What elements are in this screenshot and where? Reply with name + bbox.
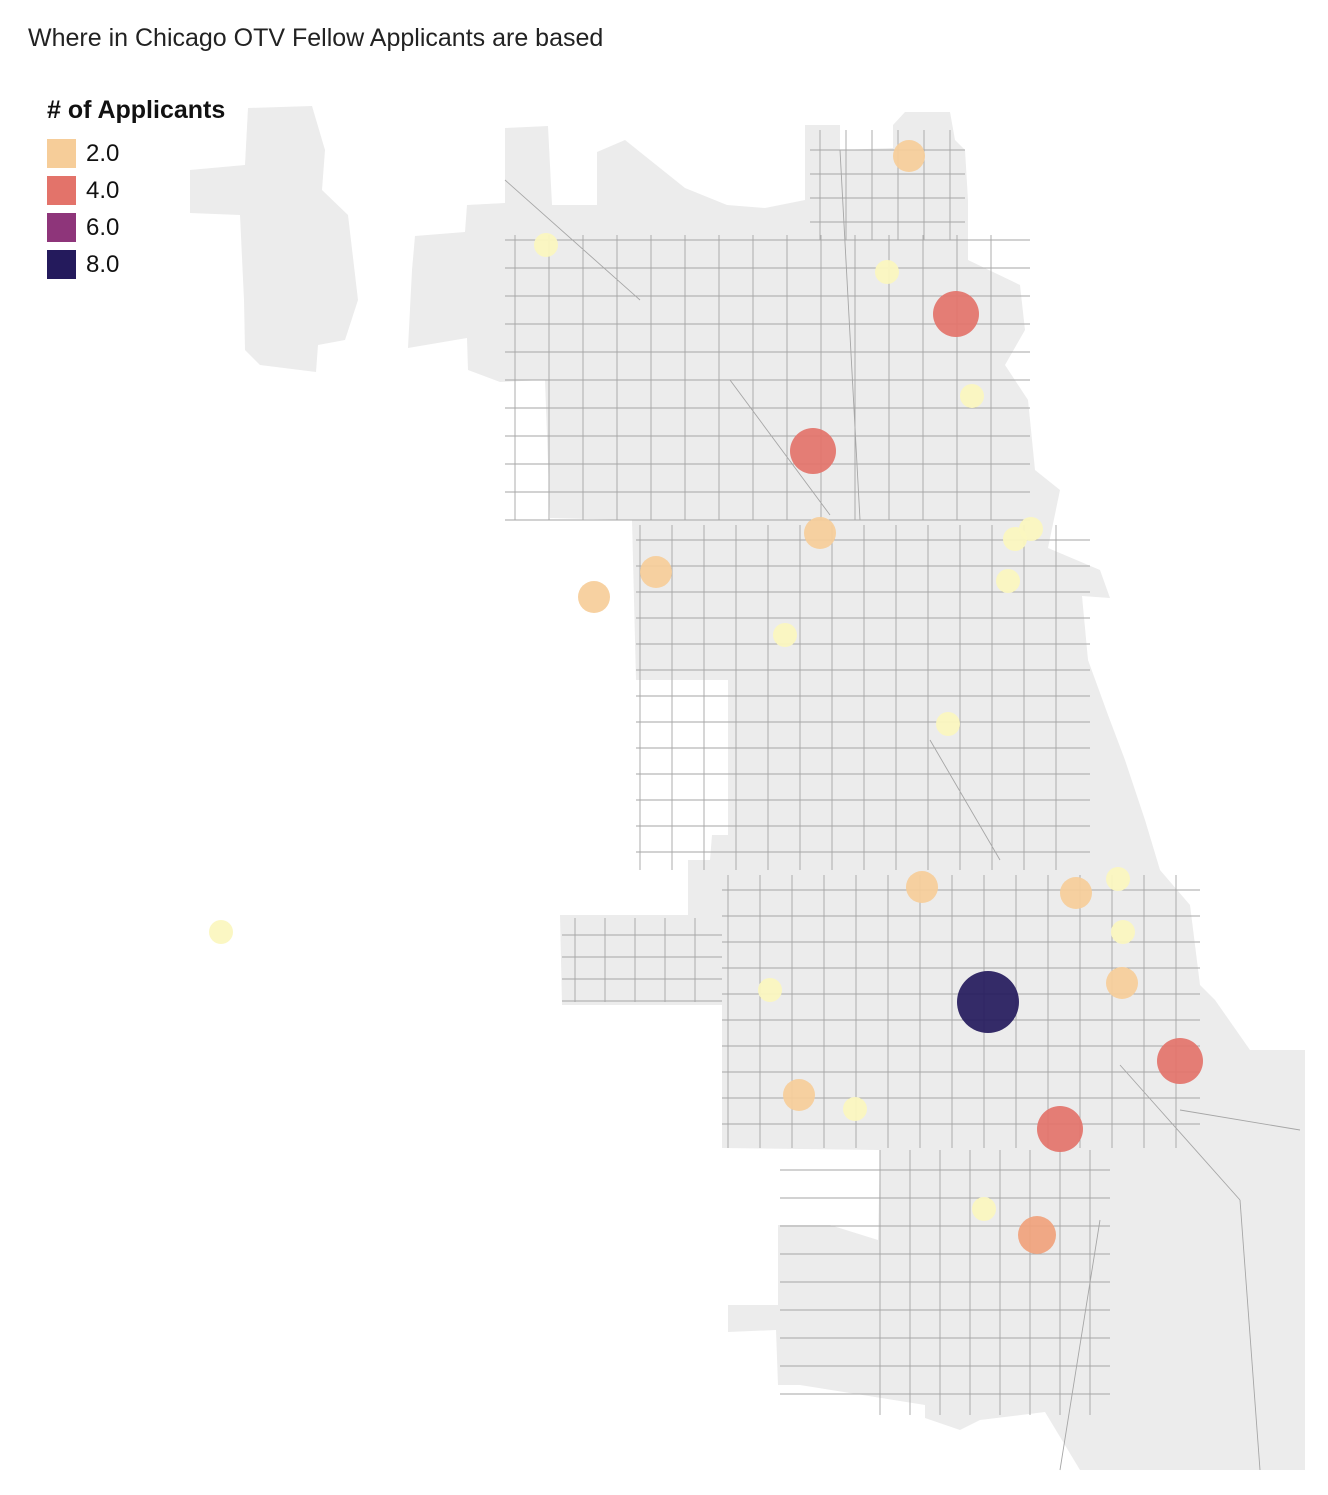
- applicant-points: [209, 140, 1203, 1254]
- applicant-point: [875, 260, 899, 284]
- legend-label: 6.0: [86, 213, 120, 241]
- legend-item: 4.0: [47, 172, 225, 209]
- applicant-point: [578, 581, 610, 613]
- applicant-point: [790, 428, 836, 474]
- legend-label: 4.0: [86, 176, 120, 204]
- applicant-point: [1037, 1106, 1083, 1152]
- applicant-point: [933, 291, 979, 337]
- legend-title: # of Applicants: [47, 96, 226, 124]
- city-area: [190, 106, 1305, 1470]
- applicant-point: [843, 1097, 867, 1121]
- legend-swatch: [47, 176, 76, 205]
- applicant-point: [534, 233, 558, 257]
- applicant-point: [773, 623, 797, 647]
- applicant-point: [1111, 920, 1135, 944]
- applicant-point: [906, 871, 938, 903]
- ohare-area: [190, 106, 358, 372]
- legend-item: 2.0: [47, 135, 225, 172]
- applicant-point: [804, 517, 836, 549]
- applicant-point: [1019, 517, 1043, 541]
- applicant-point: [640, 556, 672, 588]
- legend-swatch: [47, 250, 76, 279]
- legend-swatch: [47, 213, 76, 242]
- applicant-point: [1106, 967, 1138, 999]
- applicant-point: [1018, 1216, 1056, 1254]
- applicant-point: [1060, 877, 1092, 909]
- legend-label: 8.0: [86, 250, 120, 278]
- applicant-point: [996, 569, 1020, 593]
- applicant-point: [936, 712, 960, 736]
- applicant-point: [209, 920, 233, 944]
- applicant-point: [1157, 1038, 1203, 1084]
- applicant-point: [783, 1079, 815, 1111]
- city-boundary: [408, 112, 1305, 1470]
- applicant-point: [893, 140, 925, 172]
- legend-swatch: [47, 139, 76, 168]
- applicant-point: [758, 978, 782, 1002]
- applicant-point: [972, 1197, 996, 1221]
- applicant-point: [957, 971, 1019, 1033]
- applicant-point: [960, 384, 984, 408]
- legend-item: 8.0: [47, 246, 225, 283]
- map-title: Where in Chicago OTV Fellow Applicants a…: [28, 24, 604, 52]
- legend-item: 6.0: [47, 209, 225, 246]
- applicant-point: [1106, 867, 1130, 891]
- legend: # of Applicants 2.0 4.0 6.0 8.0: [47, 96, 225, 283]
- legend-label: 2.0: [86, 139, 120, 167]
